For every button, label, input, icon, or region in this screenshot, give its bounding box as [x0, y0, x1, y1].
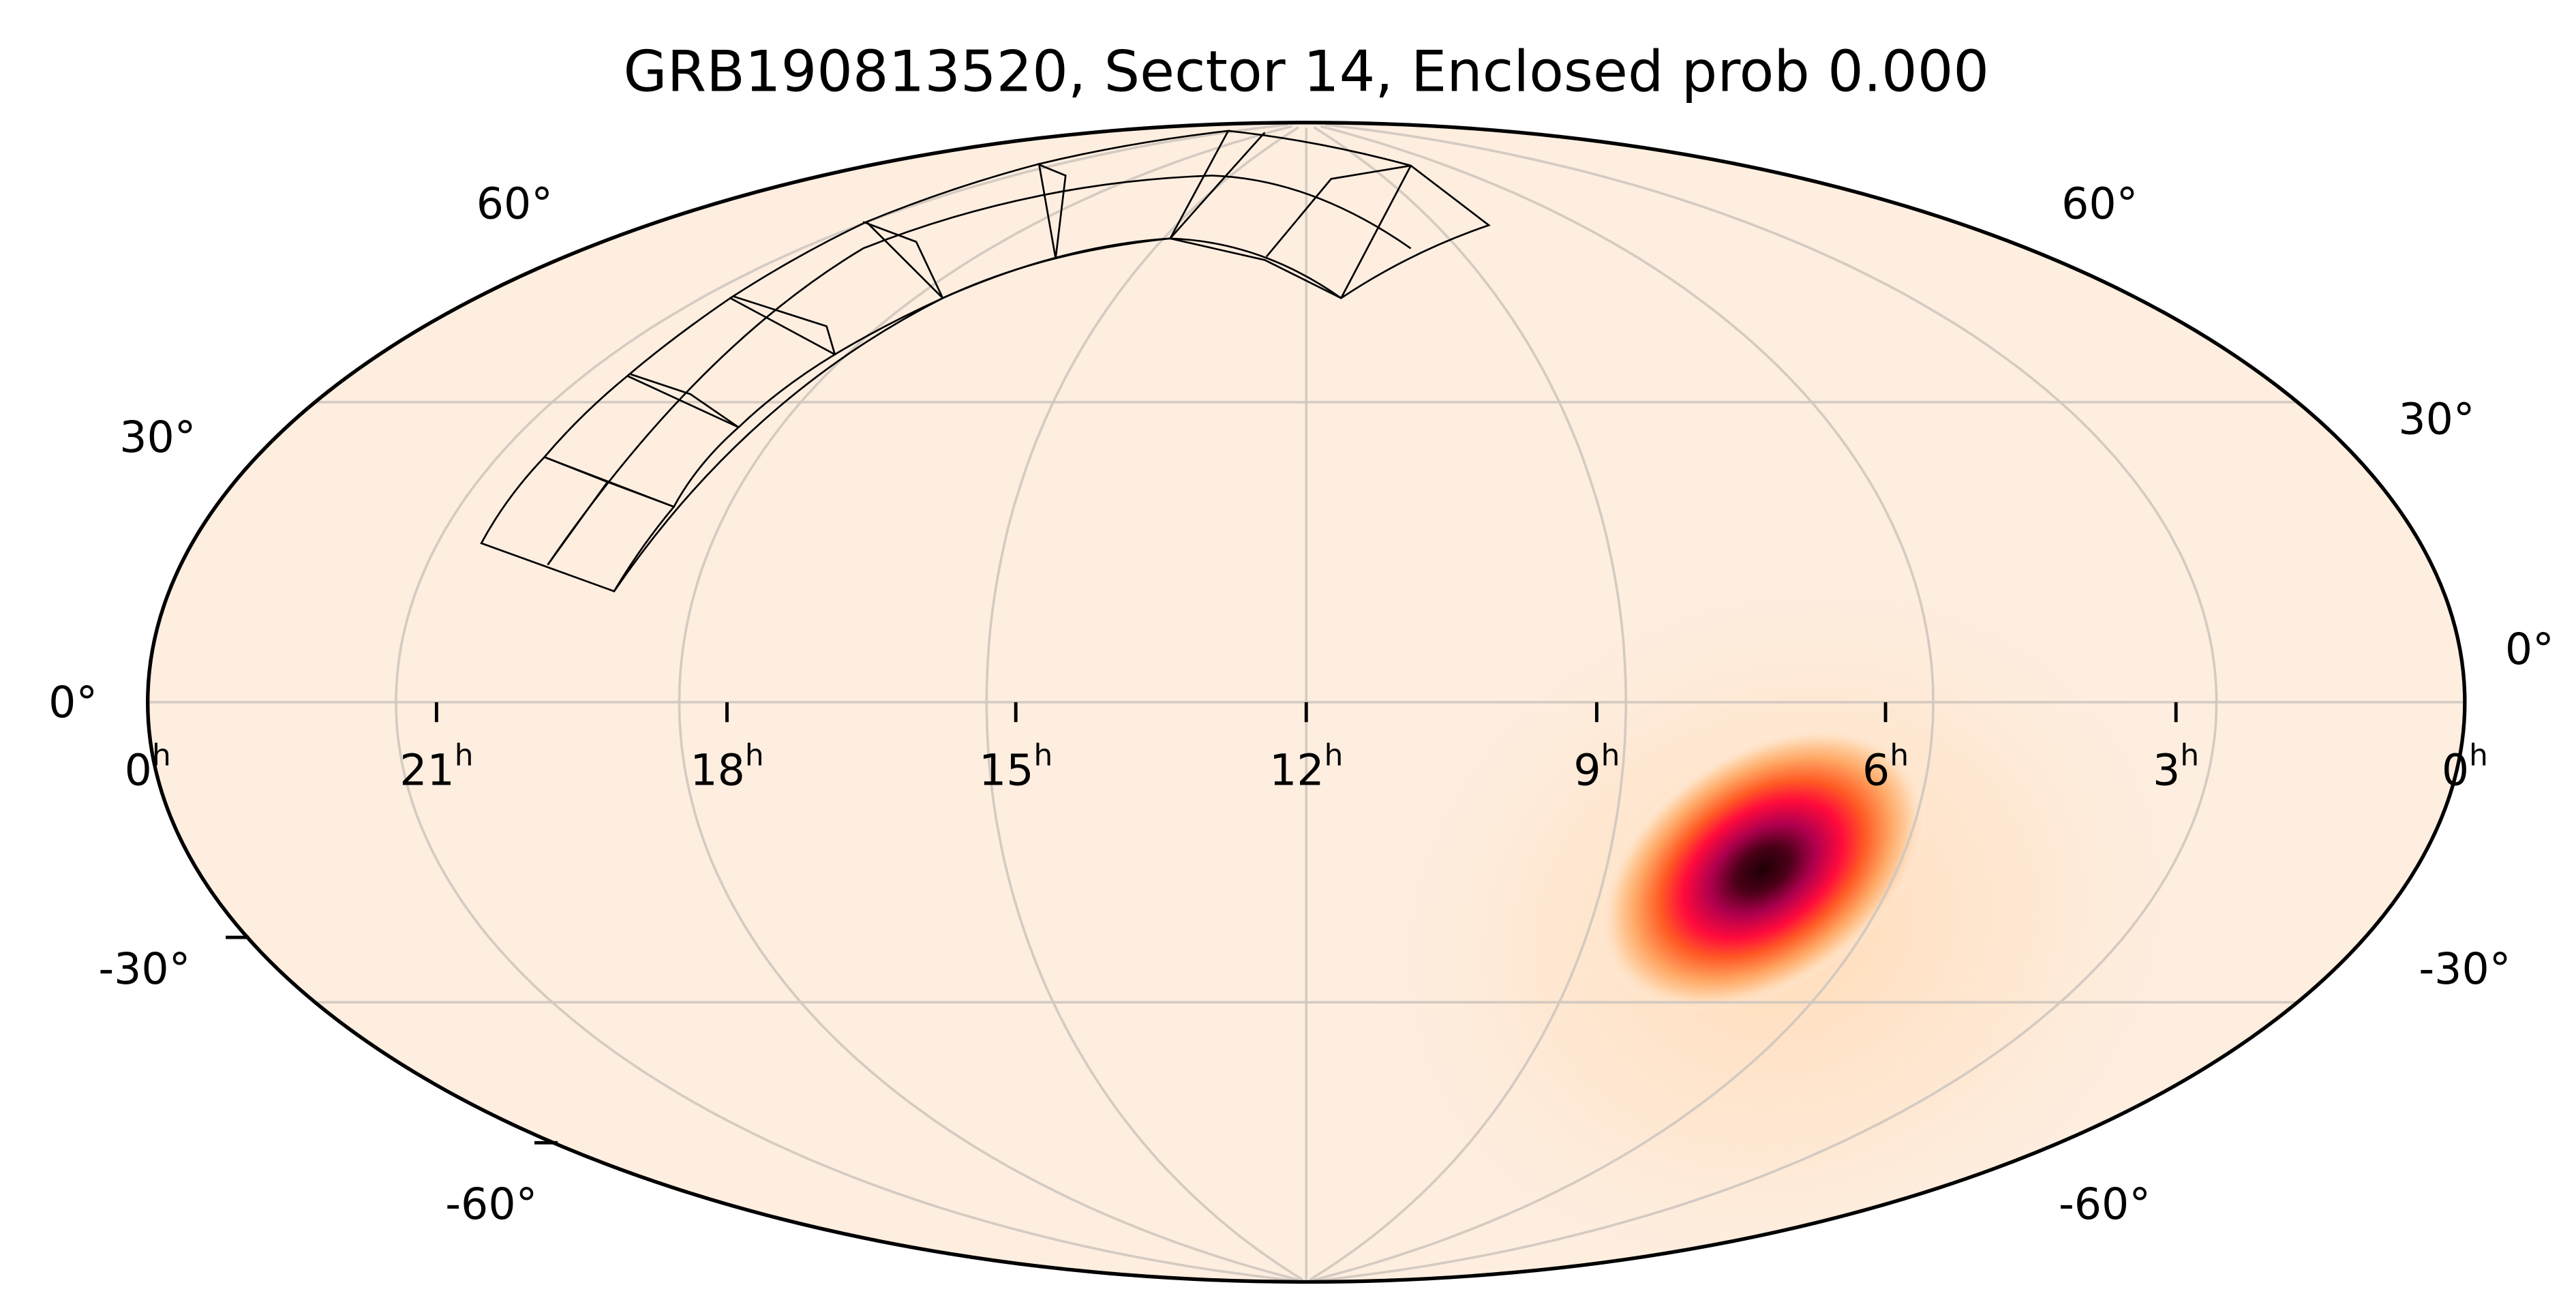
footprint-outer-arc [613, 237, 1342, 592]
ra-gridline [678, 125, 1300, 1282]
ra-tick-label: 6h [1862, 738, 1909, 795]
tess-footprint [480, 130, 1491, 592]
ccd-outline [626, 297, 837, 428]
ra-tick-label: 12h [1269, 738, 1343, 795]
dec-label-left: -60° [445, 1179, 537, 1229]
ra-tick-label: 0h [125, 738, 171, 795]
dec-label-left: 0° [48, 677, 97, 727]
ccd-outline [733, 295, 836, 355]
ra-tick-label: 18h [690, 738, 763, 795]
dec-label-right: 60° [2061, 179, 2138, 229]
ra-gridline [1309, 126, 1628, 1281]
ccd-outline [544, 456, 608, 483]
footprint-inner-arc [547, 175, 1412, 566]
ra-tick-label: 21h [399, 738, 473, 795]
ccd-outline [1038, 130, 1230, 260]
ra-gridline [985, 126, 1303, 1281]
coordinate-grid [147, 122, 2465, 1282]
dec-label-right: 0° [2505, 624, 2554, 674]
probability-peak [1598, 726, 1928, 1013]
dec-label-right: -30° [2419, 943, 2511, 994]
dec-label-right: 30° [2398, 394, 2474, 444]
ra-gridline [1315, 123, 2218, 1282]
ccd-outline [1037, 163, 1067, 259]
ccd-outline [1340, 165, 1412, 299]
dec-axis: 60° 30° 0° -30° -60° 60° 30° 0° -30° -60° [48, 179, 2554, 1229]
ccd-outline [1265, 164, 1411, 258]
ra-tick-label: 3h [2153, 738, 2199, 795]
ra-gridline [395, 123, 1297, 1282]
ra-gridline [1313, 125, 1935, 1282]
chart-title: GRB190813520, Sector 14, Enclosed prob 0… [623, 39, 1989, 105]
dec-label-left: 60° [476, 179, 553, 229]
ccd-outline [862, 221, 944, 299]
ra-tick-label: 15h [979, 738, 1052, 795]
probability-heatmap [1343, 538, 2226, 1282]
ccd-outline [630, 373, 740, 428]
dec-label-right: -60° [2059, 1179, 2151, 1229]
ccd-outline [729, 220, 945, 356]
ccd-outline [1169, 132, 1266, 239]
dec-label-left: 30° [119, 412, 196, 462]
ra-axis: 0h 21h 18h 15h 12h 9h 6h 3h 0h [125, 702, 2488, 796]
ccd-outline [1170, 130, 1491, 299]
dec-label-left: -30° [98, 943, 190, 994]
sky-frame [146, 121, 2467, 1284]
ra-tick-label: 0h [2442, 738, 2488, 795]
ra-tick-label: 9h [1573, 738, 1620, 795]
